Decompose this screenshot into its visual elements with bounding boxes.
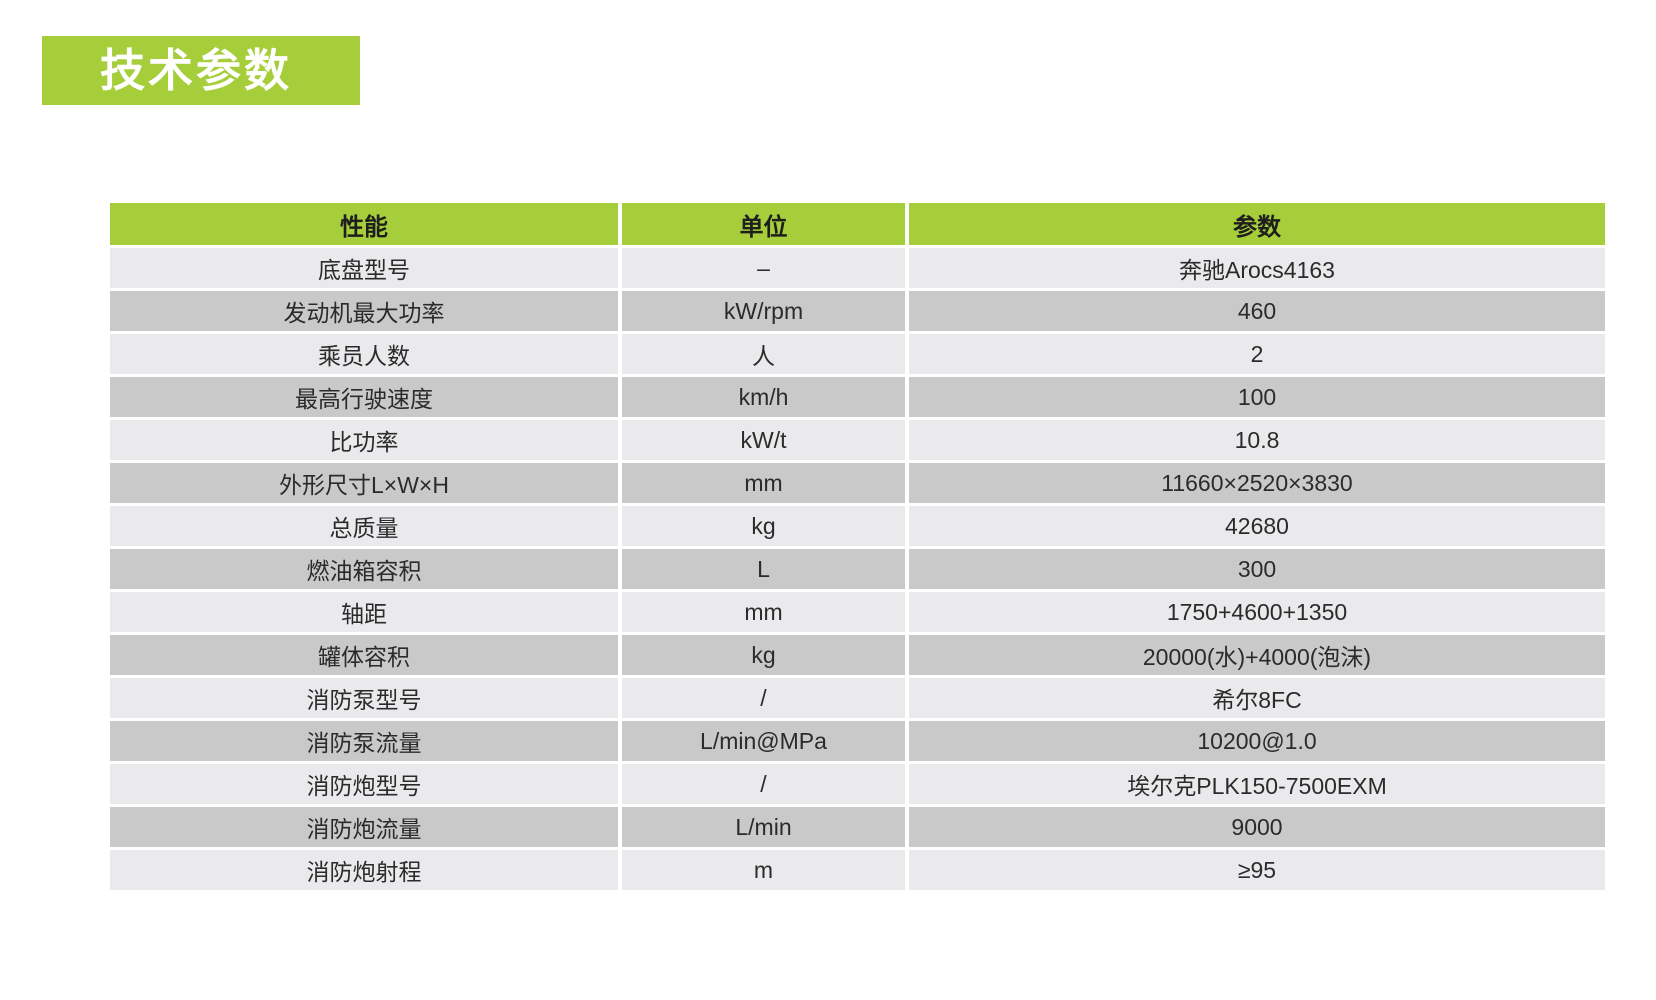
- cell-performance: 乘员人数: [110, 334, 618, 374]
- cell-parameter: 10200@1.0: [909, 721, 1605, 761]
- table-row: 比功率 kW/t 10.8: [110, 420, 1605, 460]
- table-row: 消防炮型号 / 埃尔克PLK150-7500EXM: [110, 764, 1605, 804]
- cell-parameter: 20000(水)+4000(泡沫): [909, 635, 1605, 675]
- cell-unit: km/h: [622, 377, 905, 417]
- cell-performance: 底盘型号: [110, 248, 618, 288]
- table-row: 轴距 mm 1750+4600+1350: [110, 592, 1605, 632]
- cell-performance: 发动机最大功率: [110, 291, 618, 331]
- table-header-row: 性能 单位 参数: [110, 203, 1605, 245]
- cell-parameter: 100: [909, 377, 1605, 417]
- table-row: 总质量 kg 42680: [110, 506, 1605, 546]
- cell-parameter: 9000: [909, 807, 1605, 847]
- cell-unit: L/min@MPa: [622, 721, 905, 761]
- cell-performance: 最高行驶速度: [110, 377, 618, 417]
- cell-unit: kW/rpm: [622, 291, 905, 331]
- cell-unit: 人: [622, 334, 905, 374]
- cell-unit: kg: [622, 635, 905, 675]
- cell-performance: 消防炮射程: [110, 850, 618, 890]
- table-row: 乘员人数人 2: [110, 334, 1605, 374]
- cell-parameter: 300: [909, 549, 1605, 589]
- page-title: 技术参数: [100, 45, 293, 96]
- cell-performance: 罐体容积: [110, 635, 618, 675]
- cell-performance: 消防泵型号: [110, 678, 618, 718]
- table-body: 底盘型号 – 奔驰Arocs4163 发动机最大功率 kW/rpm 460 乘员人数人 2 最高…: [110, 248, 1605, 890]
- cell-parameter: 42680: [909, 506, 1605, 546]
- cell-unit: mm: [622, 592, 905, 632]
- cell-performance: 消防泵流量: [110, 721, 618, 761]
- cell-performance: 消防炮流量: [110, 807, 618, 847]
- cell-unit: m: [622, 850, 905, 890]
- table-row: 燃油箱容积 L 300: [110, 549, 1605, 589]
- cell-parameter: 希尔8FC: [909, 678, 1605, 718]
- cell-unit: kg: [622, 506, 905, 546]
- cell-performance: 总质量: [110, 506, 618, 546]
- table-row: 消防泵型号 / 希尔8FC: [110, 678, 1605, 718]
- table-row: 消防炮射程 m ≥95: [110, 850, 1605, 890]
- cell-unit: –: [622, 248, 905, 288]
- cell-parameter: 埃尔克PLK150-7500EXM: [909, 764, 1605, 804]
- cell-unit: L/min: [622, 807, 905, 847]
- cell-parameter: 11660×2520×3830: [909, 463, 1605, 503]
- cell-parameter: ≥95: [909, 850, 1605, 890]
- header-cell-unit: 单位: [622, 203, 905, 245]
- technical-specifications-table: 性能 单位 参数 底盘型号 – 奔驰Arocs4163 发动机最大功率 kW/rpm 46…: [110, 203, 1605, 890]
- cell-parameter: 奔驰Arocs4163: [909, 248, 1605, 288]
- table-row: 发动机最大功率 kW/rpm 460: [110, 291, 1605, 331]
- section-title-banner: 技术参数: [42, 36, 360, 105]
- cell-unit: mm: [622, 463, 905, 503]
- table-row: 最高行驶速度 km/h 100: [110, 377, 1605, 417]
- cell-parameter: 1750+4600+1350: [909, 592, 1605, 632]
- cell-parameter: 2: [909, 334, 1605, 374]
- table-row: 罐体容积 kg 20000(水)+4000(泡沫): [110, 635, 1605, 675]
- cell-unit: /: [622, 764, 905, 804]
- table-row: 底盘型号 – 奔驰Arocs4163: [110, 248, 1605, 288]
- cell-performance: 轴距: [110, 592, 618, 632]
- cell-parameter: 10.8: [909, 420, 1605, 460]
- cell-performance: 燃油箱容积: [110, 549, 618, 589]
- table-row: 外形尺寸L×W×H mm 11660×2520×3830: [110, 463, 1605, 503]
- table-row: 消防泵流量 L/min@MPa 10200@1.0: [110, 721, 1605, 761]
- table-row: 消防炮流量 L/min 9000: [110, 807, 1605, 847]
- cell-unit: /: [622, 678, 905, 718]
- cell-performance: 比功率: [110, 420, 618, 460]
- cell-performance: 消防炮型号: [110, 764, 618, 804]
- cell-unit: kW/t: [622, 420, 905, 460]
- header-cell-parameter: 参数: [909, 203, 1605, 245]
- cell-unit: L: [622, 549, 905, 589]
- header-cell-performance: 性能: [110, 203, 618, 245]
- cell-parameter: 460: [909, 291, 1605, 331]
- cell-performance: 外形尺寸L×W×H: [110, 463, 618, 503]
